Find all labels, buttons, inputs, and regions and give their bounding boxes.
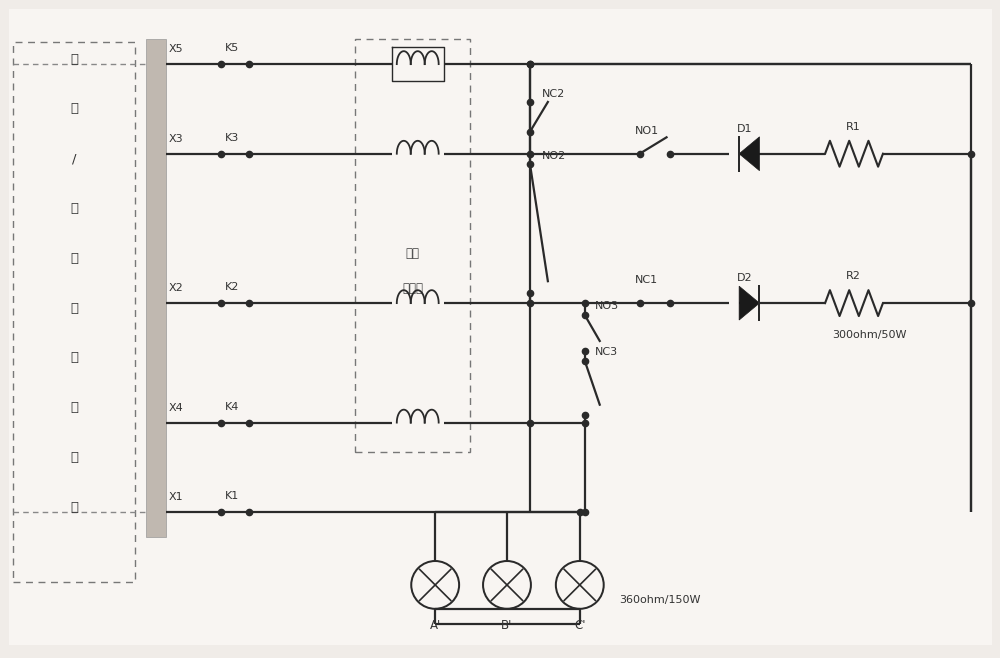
- Text: X5: X5: [169, 44, 184, 54]
- Text: 互感器: 互感器: [402, 282, 423, 295]
- Text: /: /: [72, 152, 76, 165]
- Bar: [146, 39, 166, 537]
- FancyBboxPatch shape: [9, 9, 992, 645]
- Text: 锁: 锁: [70, 401, 78, 414]
- Text: X4: X4: [169, 403, 184, 413]
- Text: NO1: NO1: [635, 126, 659, 136]
- Text: 子: 子: [70, 301, 78, 315]
- Text: D2: D2: [737, 273, 753, 283]
- Text: NC3: NC3: [595, 347, 618, 357]
- Text: NC2: NC2: [542, 89, 565, 99]
- Text: 联: 联: [70, 351, 78, 365]
- Text: K4: K4: [225, 401, 239, 412]
- Text: 系: 系: [70, 451, 78, 464]
- Text: A': A': [430, 619, 441, 632]
- Text: NC1: NC1: [635, 275, 658, 285]
- Text: R1: R1: [846, 122, 861, 132]
- Text: D1: D1: [737, 124, 753, 134]
- Text: 联: 联: [70, 53, 78, 66]
- Text: B': B': [501, 619, 513, 632]
- Text: X2: X2: [169, 283, 184, 293]
- Text: K3: K3: [225, 133, 239, 143]
- Text: X1: X1: [169, 492, 184, 502]
- Text: K2: K2: [225, 282, 239, 292]
- Text: X3: X3: [169, 134, 184, 144]
- Text: C': C': [574, 619, 586, 632]
- Text: 统: 统: [70, 501, 78, 514]
- Text: NO3: NO3: [595, 301, 619, 311]
- Text: 全: 全: [70, 202, 78, 215]
- Text: NO2: NO2: [542, 151, 566, 161]
- Text: 锁: 锁: [70, 103, 78, 115]
- Polygon shape: [739, 286, 759, 320]
- Text: K5: K5: [225, 43, 239, 53]
- Text: K1: K1: [225, 492, 239, 501]
- Text: R2: R2: [846, 271, 861, 281]
- Polygon shape: [739, 137, 759, 170]
- Text: 电: 电: [70, 252, 78, 265]
- Text: 电流: 电流: [406, 247, 420, 260]
- Text: 300ohm/50W: 300ohm/50W: [832, 330, 907, 340]
- Text: 360ohm/150W: 360ohm/150W: [620, 595, 701, 605]
